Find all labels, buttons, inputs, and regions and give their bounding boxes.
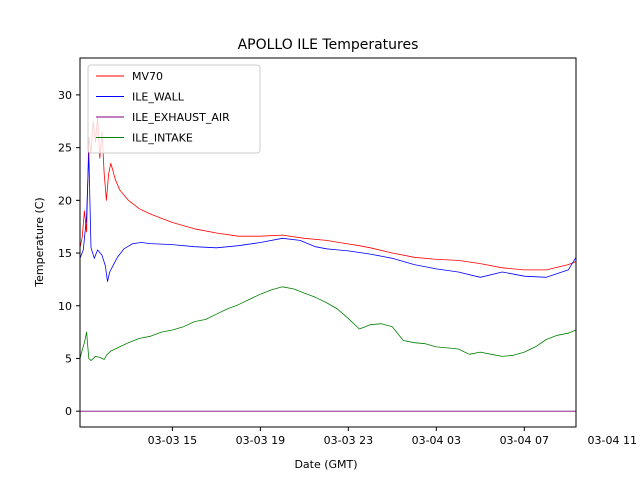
y-tick-label: 30 <box>58 89 72 102</box>
legend-label-ile-exhaust-air: ILE_EXHAUST_AIR <box>132 111 230 124</box>
y-tick-label: 20 <box>58 194 72 207</box>
series-line-ile-wall <box>79 152 577 282</box>
y-axis-ticks: 0 5 10 15 20 25 30 <box>58 89 80 418</box>
chart-title: APOLLO ILE Temperatures <box>238 37 419 53</box>
x-axis-ticks: 03-03 15 03-03 19 03-03 23 03-04 03 03-04 07… <box>148 427 637 447</box>
x-tick-label: 03-03 15 <box>148 434 197 447</box>
legend: MV70 ILE_WALL ILE_EXHAUST_AIR ILE_INTAKE <box>87 64 261 154</box>
legend-label-ile-intake: ILE_INTAKE <box>132 132 193 145</box>
y-tick-label: 25 <box>58 142 72 155</box>
y-tick-label: 5 <box>65 352 72 365</box>
y-tick-label: 10 <box>58 300 72 313</box>
x-tick-label: 03-04 03 <box>412 434 461 447</box>
plot-area-frame <box>79 57 577 428</box>
x-tick-label: 03-04 07 <box>500 434 549 447</box>
x-tick-label: 03-03 23 <box>324 434 373 447</box>
x-tick-label: 03-03 19 <box>236 434 285 447</box>
y-axis-label: Temperature (C) <box>33 197 46 287</box>
legend-label-ile-wall: ILE_WALL <box>132 91 185 104</box>
legend-box <box>87 64 261 154</box>
y-tick-label: 15 <box>58 247 72 260</box>
legend-label-mv70: MV70 <box>132 70 163 83</box>
y-tick-label: 0 <box>65 405 72 418</box>
x-tick-label: 03-04 11 <box>588 434 637 447</box>
series-line-ile-intake <box>79 286 577 362</box>
x-axis-label: Date (GMT) <box>294 458 357 471</box>
